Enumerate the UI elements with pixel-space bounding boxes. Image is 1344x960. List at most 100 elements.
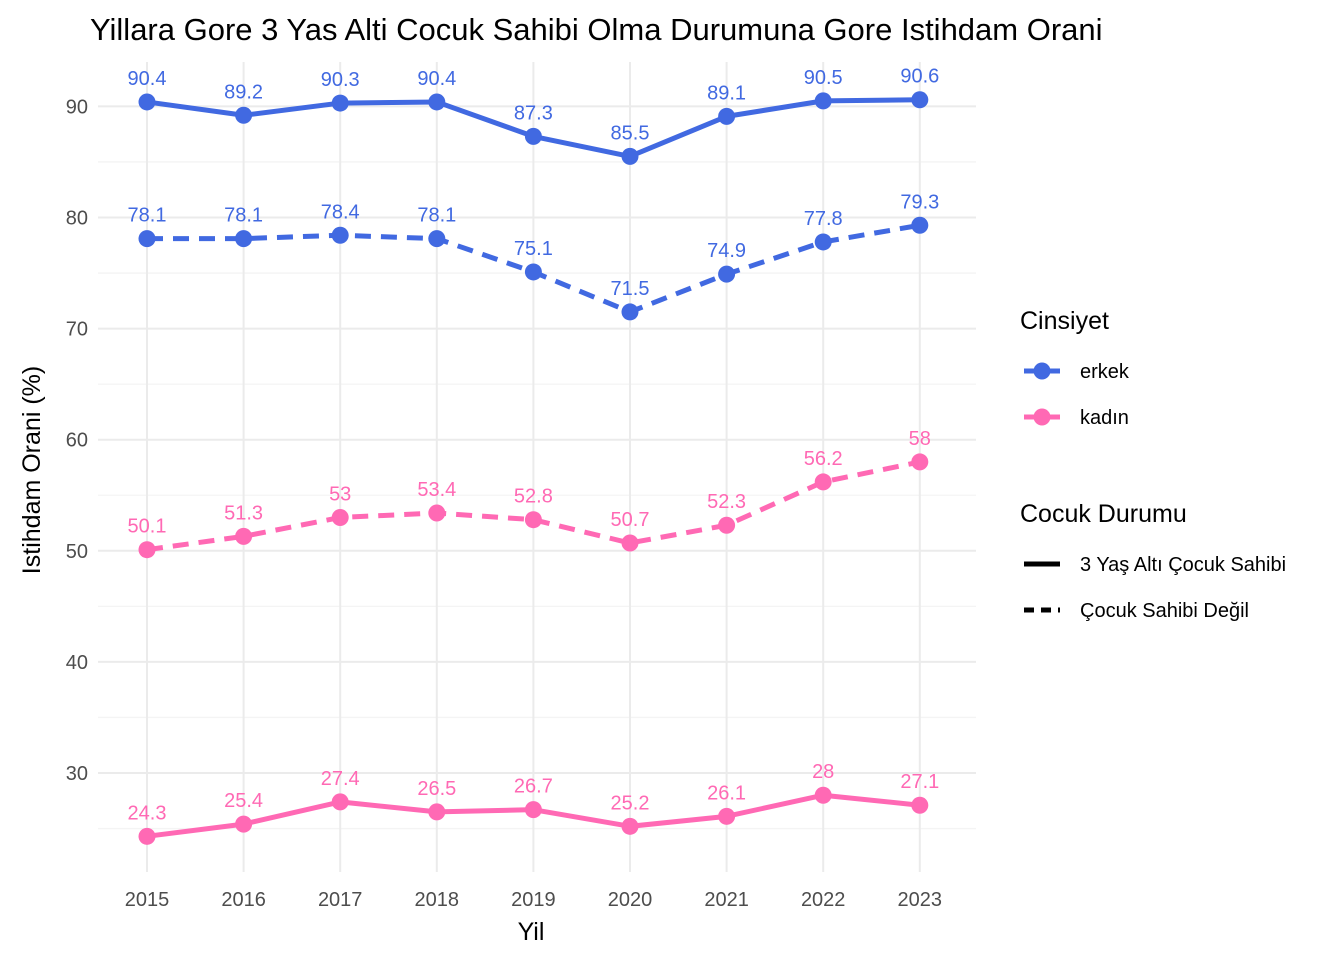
- data-label: 24.3: [128, 802, 167, 824]
- data-label: 56.2: [804, 448, 843, 470]
- legend-label: kadın: [1080, 407, 1129, 429]
- y-axis-ticks: 30 40 50 60 70 80 90: [66, 96, 88, 785]
- data-point: [428, 230, 446, 248]
- data-label: 53: [329, 483, 351, 505]
- data-label: 90.4: [128, 68, 167, 90]
- legend-key-point: [1033, 408, 1051, 426]
- y-tick-label: 70: [66, 319, 88, 341]
- data-point: [331, 508, 349, 526]
- data-point: [235, 230, 253, 248]
- data-point: [235, 527, 253, 545]
- y-tick-label: 30: [66, 763, 88, 785]
- x-tick-label: 2023: [898, 889, 943, 911]
- data-label: 90.3: [321, 69, 360, 91]
- data-label: 90.6: [900, 66, 939, 88]
- data-point: [718, 516, 736, 534]
- data-point: [138, 541, 156, 559]
- data-label: 78.1: [128, 205, 167, 227]
- data-label: 26.1: [707, 782, 746, 804]
- x-tick-label: 2015: [125, 889, 170, 911]
- data-point: [718, 107, 736, 125]
- data-point: [621, 817, 639, 835]
- data-point: [138, 230, 156, 248]
- x-tick-label: 2017: [318, 889, 363, 911]
- x-tick-label: 2022: [801, 889, 846, 911]
- x-tick-label: 2020: [608, 889, 653, 911]
- data-point: [814, 92, 832, 110]
- data-label: 79.3: [900, 191, 939, 213]
- legend: Cinsiyet erkek kadın Cocuk Durumu 3 Yaş Altı…: [1020, 307, 1286, 622]
- data-label: 52.8: [514, 486, 553, 508]
- data-point: [331, 226, 349, 244]
- data-point: [428, 803, 446, 821]
- data-point: [331, 793, 349, 811]
- y-tick-label: 60: [66, 430, 88, 452]
- data-labels: 90.4 89.2 90.3 90.4 87.3 85.5 89.1 90.5 90.6 78.1…: [128, 66, 940, 825]
- data-point: [911, 216, 929, 234]
- data-label: 90.4: [417, 68, 456, 90]
- data-label: 27.4: [321, 768, 360, 790]
- data-label: 90.5: [804, 67, 843, 89]
- data-label: 53.4: [417, 479, 456, 501]
- data-point: [524, 511, 542, 529]
- data-label: 50.7: [611, 509, 650, 531]
- data-point: [331, 94, 349, 112]
- data-point: [524, 801, 542, 819]
- data-label: 78.1: [224, 205, 263, 227]
- data-point: [524, 263, 542, 281]
- data-label: 58: [909, 428, 931, 450]
- data-label: 87.3: [514, 102, 553, 124]
- legend-label: 3 Yaş Altı Çocuk Sahibi: [1080, 554, 1286, 576]
- data-point: [621, 303, 639, 321]
- data-label: 50.1: [128, 516, 167, 538]
- x-tick-label: 2016: [221, 889, 266, 911]
- data-point: [911, 91, 929, 109]
- data-label: 26.5: [417, 778, 456, 800]
- data-point: [428, 504, 446, 522]
- y-tick-label: 90: [66, 96, 88, 118]
- data-label: 71.5: [611, 278, 650, 300]
- data-point: [911, 453, 929, 471]
- legend-title-cocuk-durumu: Cocuk Durumu: [1020, 500, 1187, 528]
- data-label: 89.1: [707, 82, 746, 104]
- data-label: 27.1: [900, 771, 939, 793]
- data-label: 78.4: [321, 201, 360, 223]
- data-point: [138, 93, 156, 111]
- data-label: 52.3: [707, 491, 746, 513]
- data-point: [814, 233, 832, 251]
- x-tick-label: 2018: [415, 889, 460, 911]
- series-line-kadın-dashed: [146, 459, 921, 553]
- legend-label: erkek: [1080, 361, 1130, 383]
- data-label: 26.7: [514, 776, 553, 798]
- data-point: [718, 807, 736, 825]
- grid: [98, 62, 976, 872]
- data-point: [911, 796, 929, 814]
- legend-label: Çocuk Sahibi Değil: [1080, 600, 1249, 622]
- data-label: 89.2: [224, 81, 263, 103]
- y-axis-title: Istihdam Orani (%): [18, 366, 46, 574]
- series-group: [138, 91, 929, 845]
- data-label: 74.9: [707, 240, 746, 262]
- data-label: 85.5: [611, 122, 650, 144]
- data-point: [814, 786, 832, 804]
- data-label: 28: [812, 761, 834, 783]
- x-axis-title: Yil: [518, 918, 545, 946]
- data-point: [718, 265, 736, 283]
- data-label: 25.2: [611, 792, 650, 814]
- x-axis-ticks: 2015 2016 2017 2018 2019 2020 2021 2022 2023: [125, 889, 942, 911]
- data-label: 78.1: [417, 205, 456, 227]
- data-point: [235, 815, 253, 833]
- data-label: 25.4: [224, 790, 263, 812]
- data-point: [428, 93, 446, 111]
- data-label: 51.3: [224, 502, 263, 524]
- data-point: [138, 827, 156, 845]
- data-label: 77.8: [804, 208, 843, 230]
- x-tick-label: 2019: [511, 889, 556, 911]
- y-tick-label: 40: [66, 652, 88, 674]
- data-point: [235, 106, 253, 124]
- data-point: [524, 127, 542, 145]
- data-point: [621, 147, 639, 165]
- data-point: [814, 473, 832, 491]
- legend-key-point: [1033, 362, 1051, 380]
